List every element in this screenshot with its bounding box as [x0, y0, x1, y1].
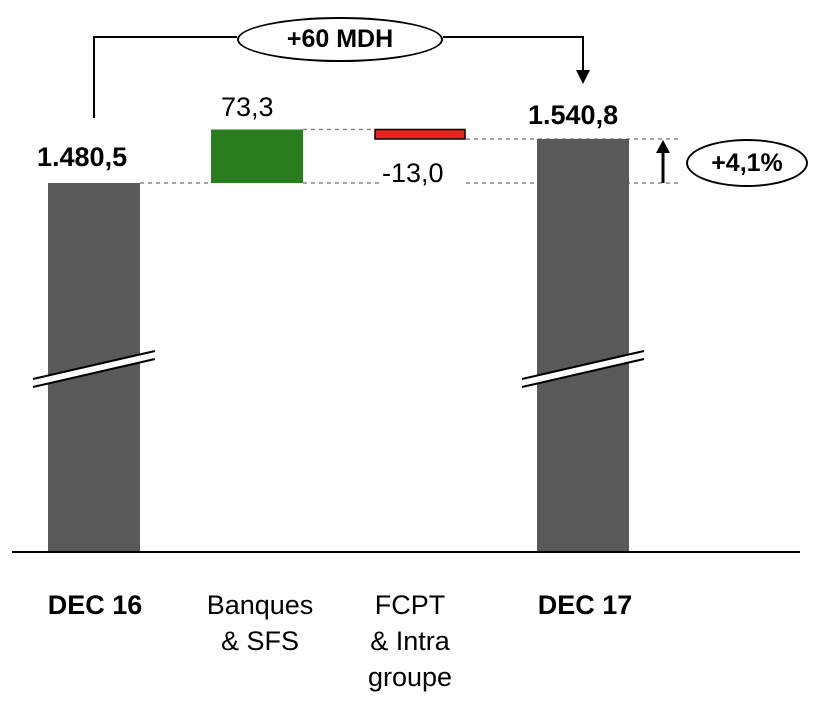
category-label-banques: Banques & SFS: [180, 587, 340, 659]
axis-break-mark: [521, 350, 645, 388]
category-label-fcpt: FCPT & Intra groupe: [340, 587, 480, 695]
category-line: DEC 16: [47, 590, 143, 620]
bar-fcpt: [374, 128, 466, 140]
value-label-dec16: 1.480,5: [37, 142, 128, 172]
axis-break-mark: [32, 350, 156, 388]
category-line: & Intra: [370, 626, 450, 656]
category-label-dec17: DEC 17: [510, 587, 660, 623]
difference-badge: +60 MDH: [237, 17, 443, 62]
category-line: FCPT: [374, 590, 446, 620]
difference-arrow-head: [576, 70, 590, 84]
value-label-fcpt: -13,0: [382, 158, 444, 188]
category-line: DEC 17: [537, 590, 633, 620]
difference-label: +60 MDH: [286, 25, 394, 53]
category-line: groupe: [367, 662, 453, 692]
axis-break-line: [521, 350, 645, 380]
value-label-dec17: 1.540,8: [528, 100, 619, 130]
category-line: & SFS: [220, 626, 300, 656]
axis-break-line: [521, 358, 645, 388]
growth-arrow-head: [656, 139, 670, 153]
category-label-dec16: DEC 16: [30, 587, 160, 623]
growth-label: +4,1%: [711, 148, 783, 177]
axis-break-gap: [33, 351, 155, 387]
axis-break-line: [32, 350, 156, 380]
axis-break-gap: [522, 351, 644, 387]
bar-dec17: [537, 138, 629, 552]
growth-badge: +4,1%: [686, 139, 808, 187]
category-line: Banques: [206, 590, 314, 620]
axis-break-line: [32, 358, 156, 388]
value-label-banques: 73,3: [221, 92, 274, 122]
difference-bracket-right: [443, 36, 584, 72]
bar-banques: [211, 129, 303, 183]
difference-bracket-left: [93, 36, 237, 118]
